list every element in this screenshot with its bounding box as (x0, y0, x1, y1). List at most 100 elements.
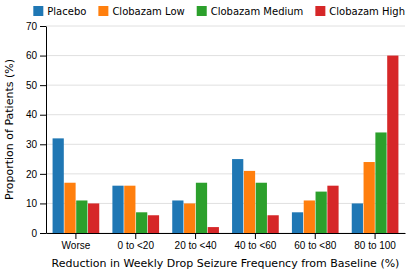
y-tick: 20 (26, 169, 46, 180)
tick-label: 50 (26, 80, 38, 91)
y-tick: 70 (26, 21, 46, 32)
tick-label: 40 to <60 (234, 240, 276, 251)
bars (53, 56, 399, 233)
bar (364, 162, 375, 233)
tick-mark (40, 174, 46, 175)
bar (304, 200, 315, 233)
legend-item: Clobazam High (315, 6, 405, 17)
tick-mark (75, 233, 76, 239)
tick-label: 20 to <40 (175, 240, 217, 251)
bar (124, 186, 135, 233)
tick-mark (40, 85, 46, 86)
chart: Worse 0 to <20 20 to <40 40 to <60 60 to <80… (0, 0, 415, 275)
bar (64, 183, 75, 233)
grid-line (46, 233, 405, 234)
legend-label: Placebo (47, 6, 86, 17)
x-tick: Worse (62, 233, 91, 251)
grid-line (46, 55, 405, 56)
x-tick: 40 to <60 (234, 233, 276, 251)
grid-line (46, 114, 405, 115)
bar (268, 215, 279, 233)
x-tick: 60 to <80 (294, 233, 336, 251)
y-axis: 0 10 20 30 40 50 60 70 (26, 21, 47, 239)
legend-item: Placebo (33, 6, 86, 17)
bar (316, 192, 327, 233)
tick-label: Worse (62, 240, 91, 251)
tick-mark (40, 26, 46, 27)
tick-label: 0 to <20 (118, 240, 155, 251)
tick-label: 70 (26, 21, 38, 32)
x-tick: 80 to 100 (354, 233, 396, 251)
legend: Placebo Clobazam Low Clobazam Medium Clobaz… (33, 6, 405, 17)
grid-line (46, 203, 405, 204)
grid-line (46, 144, 405, 145)
tick-label: 0 (31, 228, 37, 239)
y-tick: 30 (26, 139, 46, 150)
grid-line (46, 173, 405, 174)
y-tick: 60 (26, 50, 46, 61)
x-axis: Worse 0 to <20 20 to <40 40 to <60 60 to <80… (47, 233, 406, 251)
legend-swatch (197, 6, 207, 16)
tick-mark (315, 233, 316, 239)
bar (53, 138, 64, 233)
tick-label: 60 to <80 (294, 240, 336, 251)
y-tick: 0 (31, 228, 46, 239)
bar (375, 132, 386, 233)
tick-mark (255, 233, 256, 239)
x-tick: 20 to <40 (175, 233, 217, 251)
bar (352, 203, 363, 233)
bar-series (53, 138, 363, 233)
grid (46, 26, 405, 233)
legend-label: Clobazam High (329, 6, 405, 17)
bar (327, 186, 338, 233)
tick-mark (40, 144, 46, 145)
bar-series (88, 56, 398, 233)
tick-label: 30 (26, 139, 38, 150)
bar (172, 200, 183, 233)
legend-swatch (98, 6, 108, 16)
legend-swatch (33, 6, 43, 16)
bar-series (64, 162, 374, 233)
grid-line (46, 26, 405, 27)
legend-label: Clobazam Medium (211, 6, 304, 17)
bar (232, 159, 243, 233)
y-tick: 50 (26, 80, 46, 91)
bar (256, 183, 267, 233)
tick-mark (135, 233, 136, 239)
bar (88, 203, 99, 233)
y-tick: 40 (26, 109, 46, 120)
tick-mark (195, 233, 196, 239)
legend-item: Clobazam Low (98, 6, 184, 17)
tick-label: 40 (26, 109, 38, 120)
tick-mark (40, 56, 46, 57)
bar (244, 171, 255, 233)
bar (184, 203, 195, 233)
bar (208, 227, 219, 233)
x-tick: 0 to <20 (118, 233, 155, 251)
y-tick: 10 (26, 198, 46, 209)
legend-label: Clobazam Low (112, 6, 184, 17)
bar (292, 212, 303, 233)
tick-label: 80 to 100 (354, 240, 396, 251)
bar (387, 56, 398, 233)
plot: Worse 0 to <20 20 to <40 40 to <60 60 to <80… (26, 21, 406, 251)
x-axis-title: Reduction in Weekly Drop Seizure Frequen… (52, 257, 400, 270)
tick-label: 10 (26, 198, 38, 209)
grid-line (46, 85, 405, 86)
axis-domain (47, 233, 406, 234)
bar-series (76, 132, 386, 233)
legend-item: Clobazam Medium (197, 6, 304, 17)
legend-swatch (315, 6, 325, 16)
bar (136, 212, 147, 233)
bar (148, 215, 159, 233)
bar (112, 186, 123, 233)
tick-mark (40, 203, 46, 204)
tick-mark (40, 233, 46, 234)
tick-label: 60 (26, 50, 38, 61)
tick-label: 20 (26, 169, 38, 180)
axis-domain (46, 27, 47, 234)
y-axis-title: Proportion of Patients (%) (3, 59, 16, 200)
tick-mark (375, 233, 376, 239)
tick-mark (40, 115, 46, 116)
bar (76, 200, 87, 233)
